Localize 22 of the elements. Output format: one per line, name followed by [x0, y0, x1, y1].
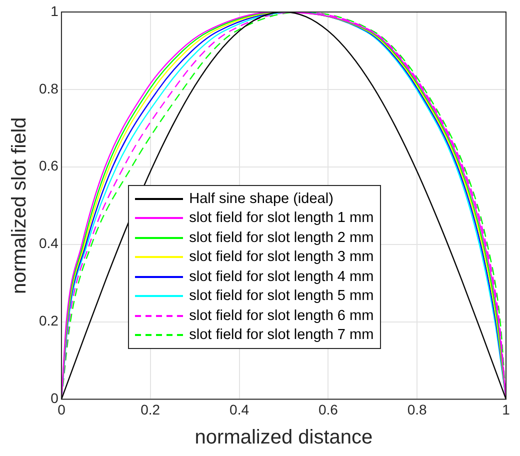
x-axis-title: normalized distance [194, 426, 373, 449]
legend-label: slot field for slot length 3 mm [189, 249, 374, 266]
x-tick-label: 0.2 [140, 401, 160, 418]
x-tick-label: 0.8 [407, 401, 428, 418]
legend-label: slot field for slot length 1 mm [189, 210, 374, 226]
y-tick-label: 0.6 [38, 158, 59, 174]
legend-label: slot field for slot length 6 mm [189, 308, 374, 324]
x-tick-label: 0.6 [318, 401, 338, 418]
legend-label: slot field for slot length 7 mm [189, 327, 374, 344]
y-tick-label: 0.4 [38, 235, 59, 252]
y-axis-title: normalized slot field [8, 117, 31, 294]
x-tick-label: 1 [502, 401, 510, 418]
x-tick-label: 0.4 [230, 401, 250, 418]
y-tick-label: 0.2 [38, 312, 59, 329]
legend-label: Half sine shape (ideal) [189, 190, 334, 207]
legend-label: slot field for slot length 4 mm [189, 268, 374, 285]
y-tick-label: 1 [50, 2, 59, 19]
y-tick-label: 0 [50, 390, 59, 406]
legend-label: slot field for slot length 2 mm [189, 230, 374, 246]
y-tick-label: 0.8 [38, 80, 59, 96]
legend-label: slot field for slot length 5 mm [189, 288, 374, 304]
line-series [61, 12, 506, 400]
